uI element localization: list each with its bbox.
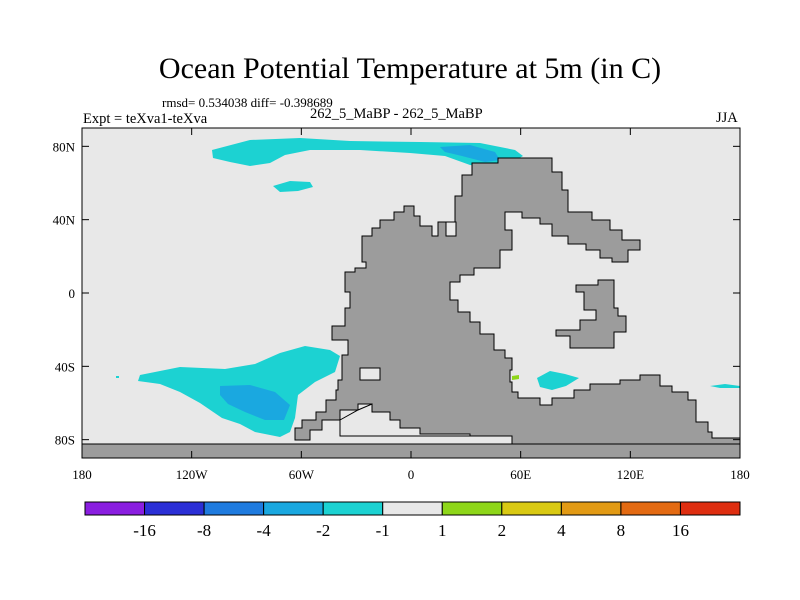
x-axis: 180 120W 60W 0 60E 120E 180 xyxy=(72,128,750,482)
colorbar-swatch xyxy=(679,501,741,516)
y-axis: 80N 40N 0 40S 80S xyxy=(53,139,740,448)
y-tick-label: 80S xyxy=(55,433,75,448)
stats-label: rmsd= 0.534038 diff= -0.398689 xyxy=(162,95,333,110)
colorbar-swatch xyxy=(501,501,562,516)
colorbar-label: 1 xyxy=(438,521,447,540)
x-tick-label: 180 xyxy=(730,467,750,482)
anomaly-southern-inner xyxy=(220,385,290,420)
colorbar-label: -1 xyxy=(376,521,390,540)
anomaly-arctic-inner xyxy=(440,145,500,162)
x-tick-label: 60W xyxy=(289,467,315,482)
colorbar-label: 2 xyxy=(498,521,507,540)
anomaly-east-patch xyxy=(537,371,579,390)
chart-title: Ocean Potential Temperature at 5m (in C) xyxy=(158,52,662,85)
x-tick-label: 120W xyxy=(176,467,209,482)
colorbar-swatch xyxy=(441,501,503,516)
interior-sea xyxy=(445,221,457,237)
land-east-block xyxy=(555,279,627,349)
anomaly-dot-sw xyxy=(116,376,119,378)
experiment-label: Expt = teXva1-teXva xyxy=(83,111,208,127)
y-tick-label: 80N xyxy=(53,139,76,154)
colorbar-swatch xyxy=(382,501,443,516)
colorbar-swatch xyxy=(322,501,384,516)
colorbar-label: 16 xyxy=(672,521,689,540)
colorbar-swatch xyxy=(144,501,205,516)
colorbar-swatch xyxy=(560,501,622,516)
colorbar-label: -4 xyxy=(257,521,272,540)
x-tick-label: 180 xyxy=(72,467,92,482)
x-tick-label: 120E xyxy=(617,467,645,482)
colorbar-swatch xyxy=(84,501,146,516)
x-tick-label: 0 xyxy=(408,467,415,482)
anomaly-far-east-patch xyxy=(710,384,740,388)
x-tick-label: 60E xyxy=(510,467,531,482)
colorbar-label: -2 xyxy=(316,521,330,540)
land-main-continent xyxy=(81,157,741,459)
center-label: 262_5_MaBP - 262_5_MaBP xyxy=(310,106,483,122)
antarctic-gap xyxy=(339,403,471,437)
colorbar-swatch xyxy=(203,501,265,516)
y-tick-label: 0 xyxy=(69,286,76,301)
colorbar-label: 8 xyxy=(617,521,626,540)
y-tick-label: 40S xyxy=(55,359,75,374)
colorbar-label: -8 xyxy=(197,521,211,540)
y-tick-label: 40N xyxy=(53,213,76,228)
inland-sea xyxy=(359,367,381,381)
colorbar-swatch xyxy=(620,501,681,516)
colorbar-label: -16 xyxy=(133,521,156,540)
anomaly-arctic-band xyxy=(212,138,523,168)
season-label: JJA xyxy=(716,110,738,126)
colorbar-swatch xyxy=(263,501,324,516)
colorbar: -16 -8 -4 -2 -1 1 2 4 8 16 xyxy=(84,501,741,540)
anomaly-warm-spot xyxy=(512,375,519,380)
anomaly-patch-40n xyxy=(273,181,313,192)
colorbar-label: 4 xyxy=(557,521,566,540)
